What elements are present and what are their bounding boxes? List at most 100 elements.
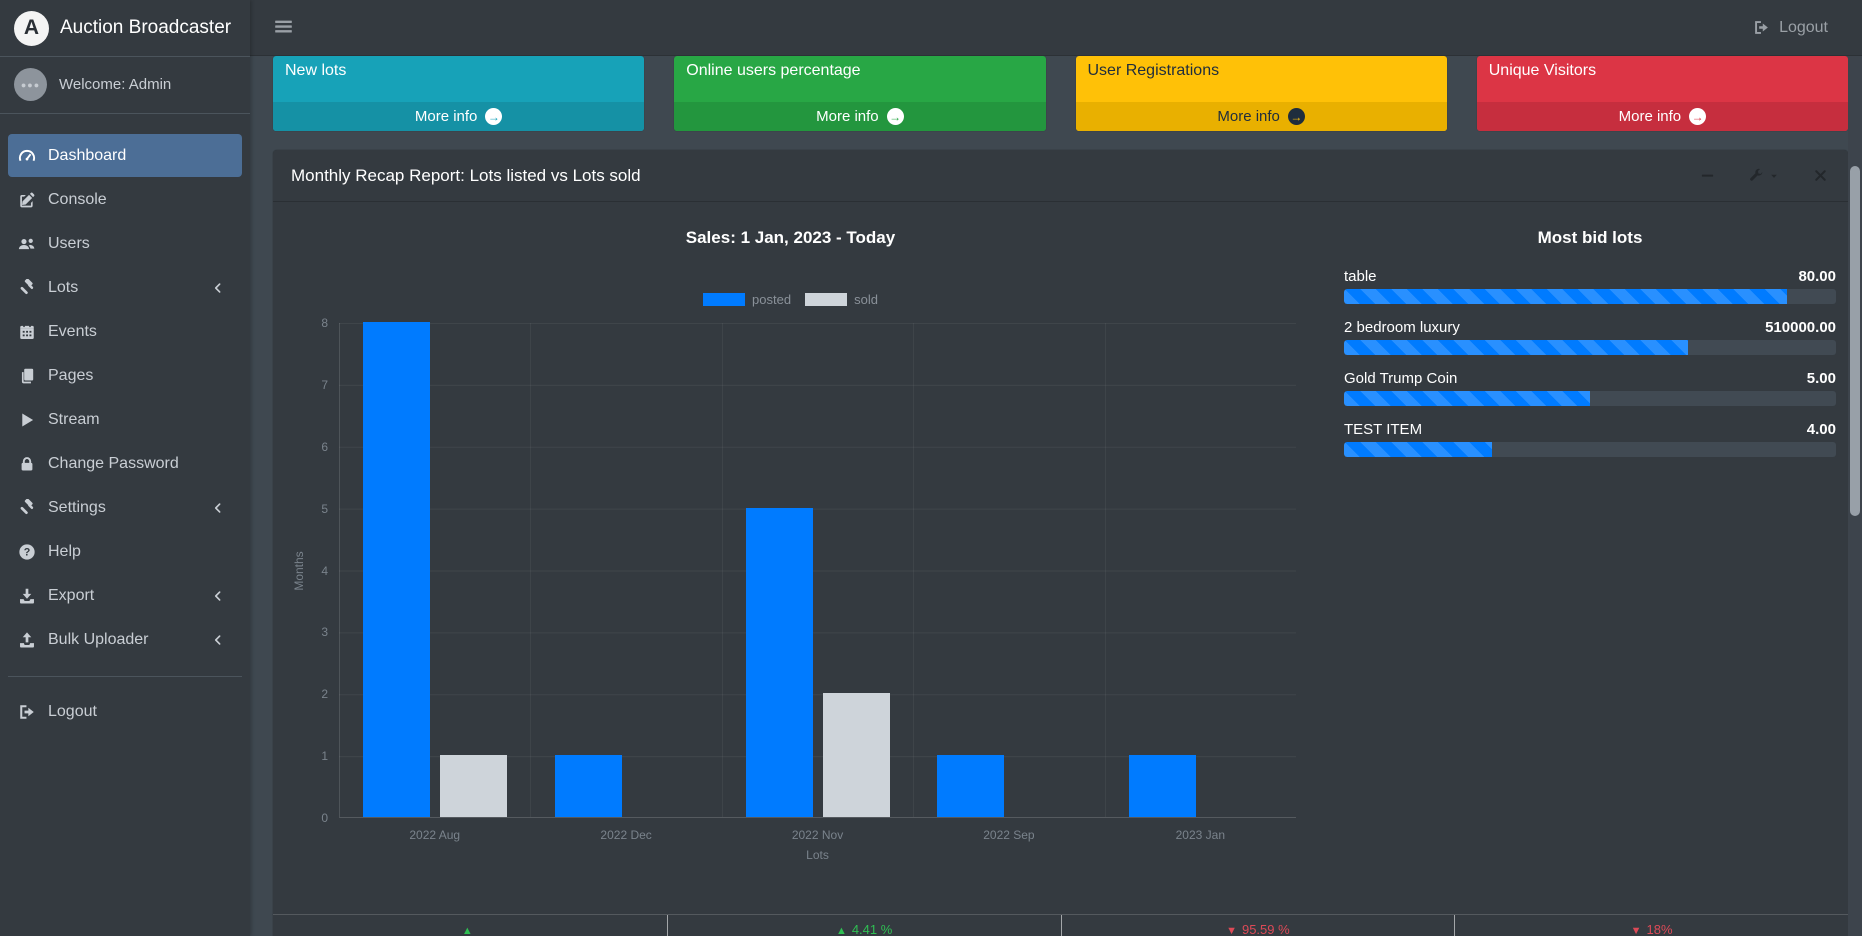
x-axis-labels: 2022 Aug 2022 Dec 2022 Nov 2022 Sep 2023 Jan [339, 828, 1296, 842]
close-button[interactable] [1811, 166, 1830, 185]
stat-col-3: ▼ 95.59 % [1060, 915, 1455, 936]
arrow-circle-right-icon: → [1287, 108, 1305, 125]
sidebar-item-pages[interactable]: Pages [8, 354, 242, 397]
sidebar-item-label: Console [48, 190, 107, 208]
page-scrollbar[interactable] [1848, 56, 1862, 936]
legend-swatch [703, 293, 746, 306]
more-info-link-new-lots[interactable]: More info → [273, 102, 645, 131]
app-title: Auction Broadcaster [60, 17, 232, 38]
chevron-left-icon [212, 502, 224, 514]
calendar-icon [18, 323, 48, 341]
chart-category-2022-nov [721, 323, 913, 817]
question-circle-icon: ? [18, 543, 48, 561]
most-bid-value: 80.00 [1798, 268, 1836, 285]
play-icon [18, 411, 48, 429]
chart-legend: posted sold [285, 292, 1296, 307]
info-box-title: Online users percentage [686, 62, 861, 79]
brand[interactable]: A Auction Broadcaster [0, 0, 250, 57]
collapse-button[interactable] [1698, 166, 1717, 185]
info-box-title: User Registrations [1087, 62, 1220, 79]
legend-label: sold [854, 292, 878, 307]
chart-title: Sales: 1 Jan, 2023 - Today [685, 228, 896, 247]
info-box-unique-visitors: Unique Visitors More info → [1476, 56, 1848, 131]
y-tick-label: 7 [321, 377, 328, 392]
pen-square-icon [18, 191, 48, 209]
y-tick-label: 8 [321, 316, 328, 330]
navbar-logout-link[interactable]: Logout [1753, 19, 1842, 37]
chart-category-2022-dec [530, 323, 721, 817]
most-bid-row-table: table 80.00 [1344, 268, 1836, 304]
sidebar-item-events[interactable]: Events [8, 310, 242, 353]
download-icon [18, 587, 48, 605]
x-tick-label: 2022 Dec [600, 828, 652, 842]
x-tick-label: 2022 Sep [983, 828, 1035, 842]
more-info-label: More info [414, 108, 478, 125]
stat-value: 95.59 % [1241, 922, 1290, 936]
chart-category-2022-sep [913, 323, 1104, 817]
upload-icon [18, 631, 48, 649]
sidebar-item-label: Bulk Uploader [48, 630, 149, 648]
main-content: New lots More info → Online users percentag… [250, 56, 1862, 936]
more-info-link-user-registrations[interactable]: More info → [1075, 102, 1447, 131]
sidebar-item-bulk-uploader[interactable]: Bulk Uploader [8, 618, 242, 661]
most-bid-value: 5.00 [1806, 370, 1836, 387]
x-tick-label: 2022 Nov [791, 828, 844, 842]
info-box-title: New lots [285, 62, 347, 79]
gavel-icon [18, 278, 48, 297]
sidebar-item-console[interactable]: Console [8, 178, 242, 221]
sidebar-item-change-password[interactable]: Change Password [8, 442, 242, 485]
sidebar-menu: Dashboard Console Users Lots Events Pages Stre… [0, 114, 250, 661]
more-info-link-unique-visitors[interactable]: More info → [1476, 102, 1848, 131]
sidebar-item-label: Pages [48, 366, 94, 384]
settings-dropdown-button[interactable] [1747, 166, 1781, 185]
sidebar-item-label: Settings [48, 498, 106, 516]
legend-entry-posted: posted [703, 292, 791, 307]
stat-col-4: ▼ 18% [1454, 915, 1848, 936]
sidebar-item-logout[interactable]: Logout [8, 690, 242, 733]
stat-col-1: ▲ [273, 915, 667, 936]
sidebar-item-lots[interactable]: Lots [8, 266, 242, 309]
y-tick-label: 2 [321, 687, 328, 702]
y-tick-label: 3 [321, 625, 328, 640]
minus-icon [1700, 168, 1715, 183]
welcome-text: Welcome: Admin [59, 76, 172, 93]
sidebar-item-settings[interactable]: Settings [8, 486, 242, 529]
chart-category-2022-aug [340, 322, 530, 817]
top-navbar: Logout [250, 0, 1862, 56]
bar-posted-2023-jan [1128, 755, 1196, 817]
x-axis-title: Lots [806, 848, 829, 862]
user-panel: ●●● Welcome: Admin [0, 57, 250, 114]
sidebar-item-dashboard[interactable]: Dashboard [8, 134, 242, 177]
stat-col-2: ▲ 4.41 % [666, 915, 1061, 936]
scrollbar-thumb[interactable] [1850, 166, 1860, 516]
sidebar-item-stream[interactable]: Stream [8, 398, 242, 441]
progress-fill [1344, 340, 1689, 355]
sidebar-item-label: Events [48, 322, 97, 340]
most-bid-value: 4.00 [1806, 421, 1836, 438]
more-info-link-online-users-percentage[interactable]: More info → [674, 102, 1046, 131]
sidebar-item-users[interactable]: Users [8, 222, 242, 265]
sidebar-toggle-button[interactable] [270, 13, 297, 43]
y-axis-title: Months [292, 551, 306, 591]
most-bid-label: table [1344, 268, 1377, 285]
chevron-left-icon [212, 590, 224, 602]
sidebar-item-label: Change Password [48, 454, 179, 472]
sidebar-item-export[interactable]: Export [8, 574, 242, 617]
y-tick-label: 6 [321, 439, 328, 454]
x-tick-label: 2022 Aug [409, 828, 461, 842]
sidebar-item-label: Dashboard [48, 146, 127, 164]
chart-plot-area: 0 1 2 3 4 5 6 7 8 [321, 316, 1296, 825]
sidebar-item-label: Users [48, 234, 90, 252]
most-bid-progress [1344, 340, 1836, 355]
sidebar-item-help[interactable]: ? Help [8, 530, 242, 573]
most-bid-progress [1344, 442, 1836, 457]
caret-up-icon: ▲ [835, 925, 847, 936]
more-info-label: More info [816, 108, 879, 125]
card-header: Monthly Recap Report: Lots listed vs Lot… [273, 150, 1848, 202]
chevron-left-icon [212, 282, 224, 294]
stat-value: 18% [1646, 922, 1673, 936]
caret-down-icon: ▼ [1630, 925, 1642, 936]
card-body: Sales: 1 Jan, 2023 - Today posted sold Mo… [273, 202, 1848, 862]
svg-text:?: ? [24, 546, 31, 558]
sidebar-item-label: Lots [48, 278, 79, 296]
